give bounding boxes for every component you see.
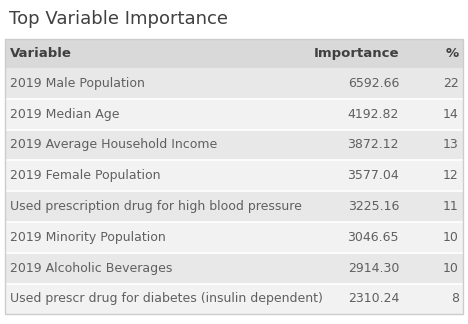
Text: 2019 Female Population: 2019 Female Population — [10, 169, 161, 182]
Text: 14: 14 — [443, 108, 459, 121]
Text: 2914.30: 2914.30 — [348, 261, 399, 275]
Text: Used prescription drug for high blood pressure: Used prescription drug for high blood pr… — [10, 200, 302, 213]
Text: 10: 10 — [443, 261, 459, 275]
Text: 22: 22 — [443, 77, 459, 90]
Text: 13: 13 — [443, 138, 459, 152]
Text: 4192.82: 4192.82 — [348, 108, 399, 121]
FancyBboxPatch shape — [5, 160, 463, 191]
FancyBboxPatch shape — [5, 39, 463, 68]
FancyBboxPatch shape — [5, 99, 463, 130]
Text: %: % — [446, 47, 459, 60]
Text: 2019 Alcoholic Beverages: 2019 Alcoholic Beverages — [10, 261, 173, 275]
Text: Variable: Variable — [10, 47, 72, 60]
Text: 6592.66: 6592.66 — [348, 77, 399, 90]
Text: Top Variable Importance: Top Variable Importance — [9, 10, 228, 28]
Text: 2019 Median Age: 2019 Median Age — [10, 108, 120, 121]
Text: 3872.12: 3872.12 — [348, 138, 399, 152]
Text: 2019 Male Population: 2019 Male Population — [10, 77, 145, 90]
FancyBboxPatch shape — [5, 253, 463, 284]
Text: 3225.16: 3225.16 — [348, 200, 399, 213]
Text: 11: 11 — [443, 200, 459, 213]
FancyBboxPatch shape — [5, 68, 463, 99]
FancyBboxPatch shape — [5, 222, 463, 253]
Text: 8: 8 — [451, 292, 459, 306]
FancyBboxPatch shape — [5, 130, 463, 160]
Text: Importance: Importance — [314, 47, 399, 60]
Text: 3046.65: 3046.65 — [348, 231, 399, 244]
Text: 2310.24: 2310.24 — [348, 292, 399, 306]
FancyBboxPatch shape — [5, 191, 463, 222]
Text: 2019 Average Household Income: 2019 Average Household Income — [10, 138, 218, 152]
FancyBboxPatch shape — [5, 284, 463, 314]
Text: Used prescr drug for diabetes (insulin dependent): Used prescr drug for diabetes (insulin d… — [10, 292, 323, 306]
Text: 2019 Minority Population: 2019 Minority Population — [10, 231, 166, 244]
Text: 3577.04: 3577.04 — [347, 169, 399, 182]
Text: 10: 10 — [443, 231, 459, 244]
Text: 12: 12 — [443, 169, 459, 182]
